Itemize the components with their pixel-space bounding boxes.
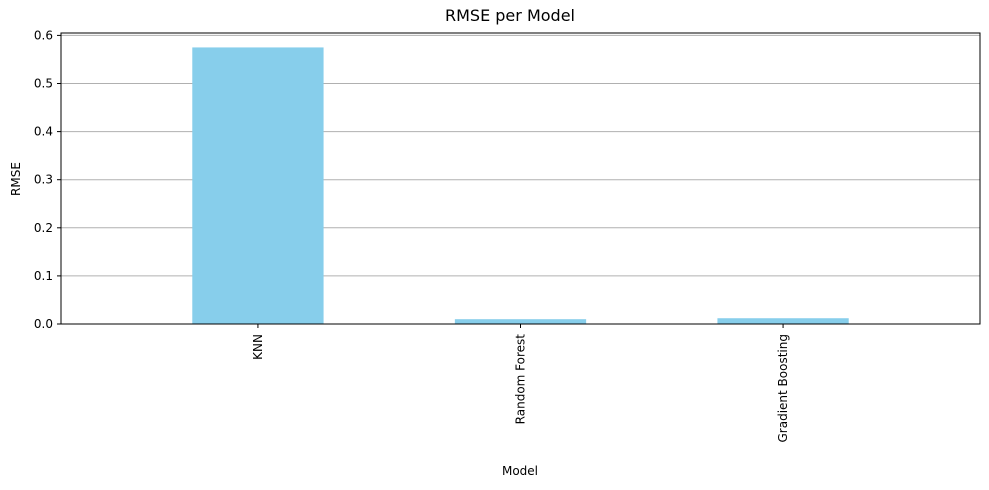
y-tick-label: 0.2 xyxy=(34,221,53,235)
chart-title: RMSE per Model xyxy=(445,6,575,25)
bars xyxy=(192,47,849,325)
x-tick-label: Gradient Boosting xyxy=(776,334,790,442)
y-tick-label: 0.0 xyxy=(34,317,53,331)
y-tick-label: 0.6 xyxy=(34,28,53,42)
x-tick-label: KNN xyxy=(251,334,265,360)
x-axis-label: Model xyxy=(502,464,538,478)
x-axis-ticks: KNN Random Forest Gradient Boosting xyxy=(251,324,790,442)
y-axis-ticks: 0.0 0.1 0.2 0.3 0.4 0.5 0.6 xyxy=(34,28,61,331)
axes-frame xyxy=(60,32,981,325)
y-tick-label: 0.5 xyxy=(34,77,53,91)
bar-random-forest xyxy=(454,319,587,324)
bar-gradient-boosting xyxy=(717,318,849,324)
y-tick-label: 0.1 xyxy=(34,269,53,283)
y-axis-label: RMSE xyxy=(9,162,23,196)
y-tick-label: 0.4 xyxy=(34,125,53,139)
bar-knn xyxy=(192,47,324,325)
y-tick-label: 0.3 xyxy=(34,173,53,187)
x-tick-label: Random Forest xyxy=(514,334,528,425)
